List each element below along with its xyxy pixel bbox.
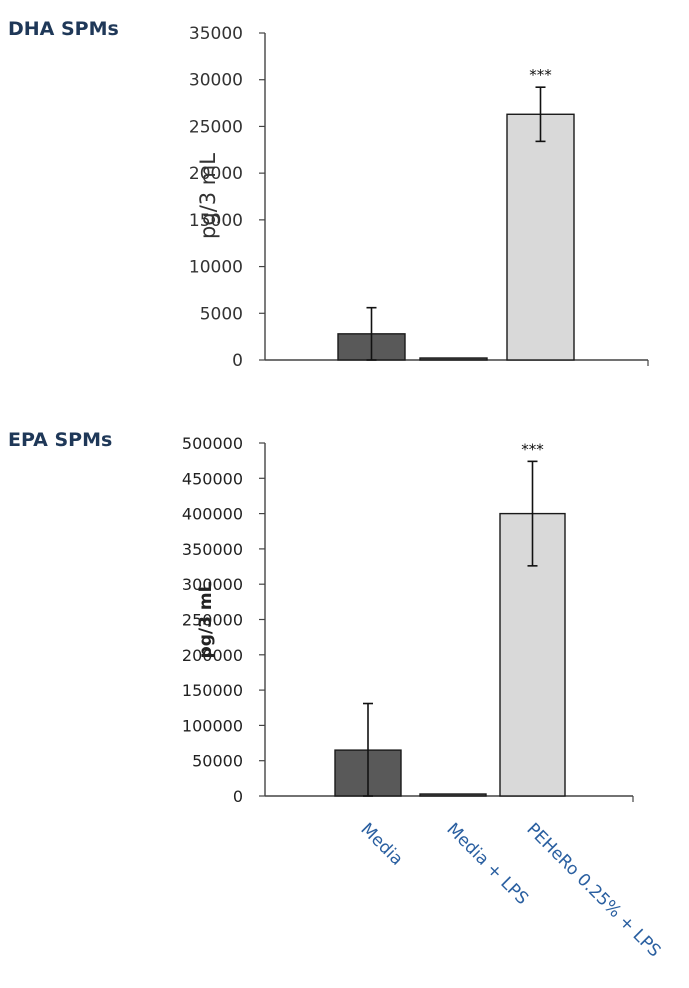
epa-y-axis-label: pg/3 mL — [196, 581, 216, 658]
dha-error-bar — [366, 306, 377, 361]
dha-y-tick-label: 5000 — [200, 304, 243, 324]
epa-significance-label: *** — [521, 440, 544, 458]
dha-y-tick-label: 15000 — [189, 211, 243, 231]
epa-error-bar — [527, 460, 538, 567]
epa-bar — [419, 793, 487, 797]
epa-y-tick-label: 100000 — [182, 716, 243, 735]
epa-y-tick-label: 400000 — [182, 505, 243, 524]
epa-y-tick-label: 450000 — [182, 469, 243, 488]
x-category-label: Media — [356, 819, 406, 869]
epa-y-tick-label: 50000 — [192, 752, 243, 771]
epa-y-tick-label: 0 — [233, 787, 243, 806]
dha-chart-title: DHA SPMs — [8, 18, 119, 40]
epa-y-tick-label: 300000 — [182, 575, 243, 594]
x-category-label: Media + LPS — [442, 819, 532, 909]
dha-bar — [506, 113, 575, 361]
x-category-label: PEHeRo 0.25% + LPS — [522, 819, 664, 961]
epa-error-bar — [363, 702, 373, 797]
epa-y-tick-label: 150000 — [182, 681, 243, 700]
dha-y-tick-label: 30000 — [189, 71, 243, 91]
dha-y-tick-label: 0 — [232, 351, 243, 371]
dha-y-axis-label: pg/3 mL — [196, 153, 220, 239]
dha-y-tick-label: 10000 — [189, 258, 243, 278]
dha-y-tick-label: 35000 — [189, 24, 243, 44]
dha-chart: DHA SPMs pg/3 mL 0 5000 10000 15000 20000 25000… — [8, 18, 649, 371]
dha-significance-label: *** — [529, 66, 552, 84]
epa-chart-title: EPA SPMs — [8, 429, 112, 451]
dha-y-tick-label: 20000 — [189, 164, 243, 184]
epa-y-tick-label: 200000 — [182, 646, 243, 665]
dha-error-bar — [535, 86, 546, 143]
epa-y-tick-label: 500000 — [182, 434, 243, 453]
epa-y-tick-label: 250000 — [182, 611, 243, 630]
dha-bar — [419, 357, 488, 361]
epa-chart: EPA SPMs pg/3 mL 0 50000 100000 150000 200000 2… — [8, 429, 634, 806]
dha-y-tick-label: 25000 — [189, 117, 243, 137]
epa-y-tick-label: 350000 — [182, 540, 243, 559]
